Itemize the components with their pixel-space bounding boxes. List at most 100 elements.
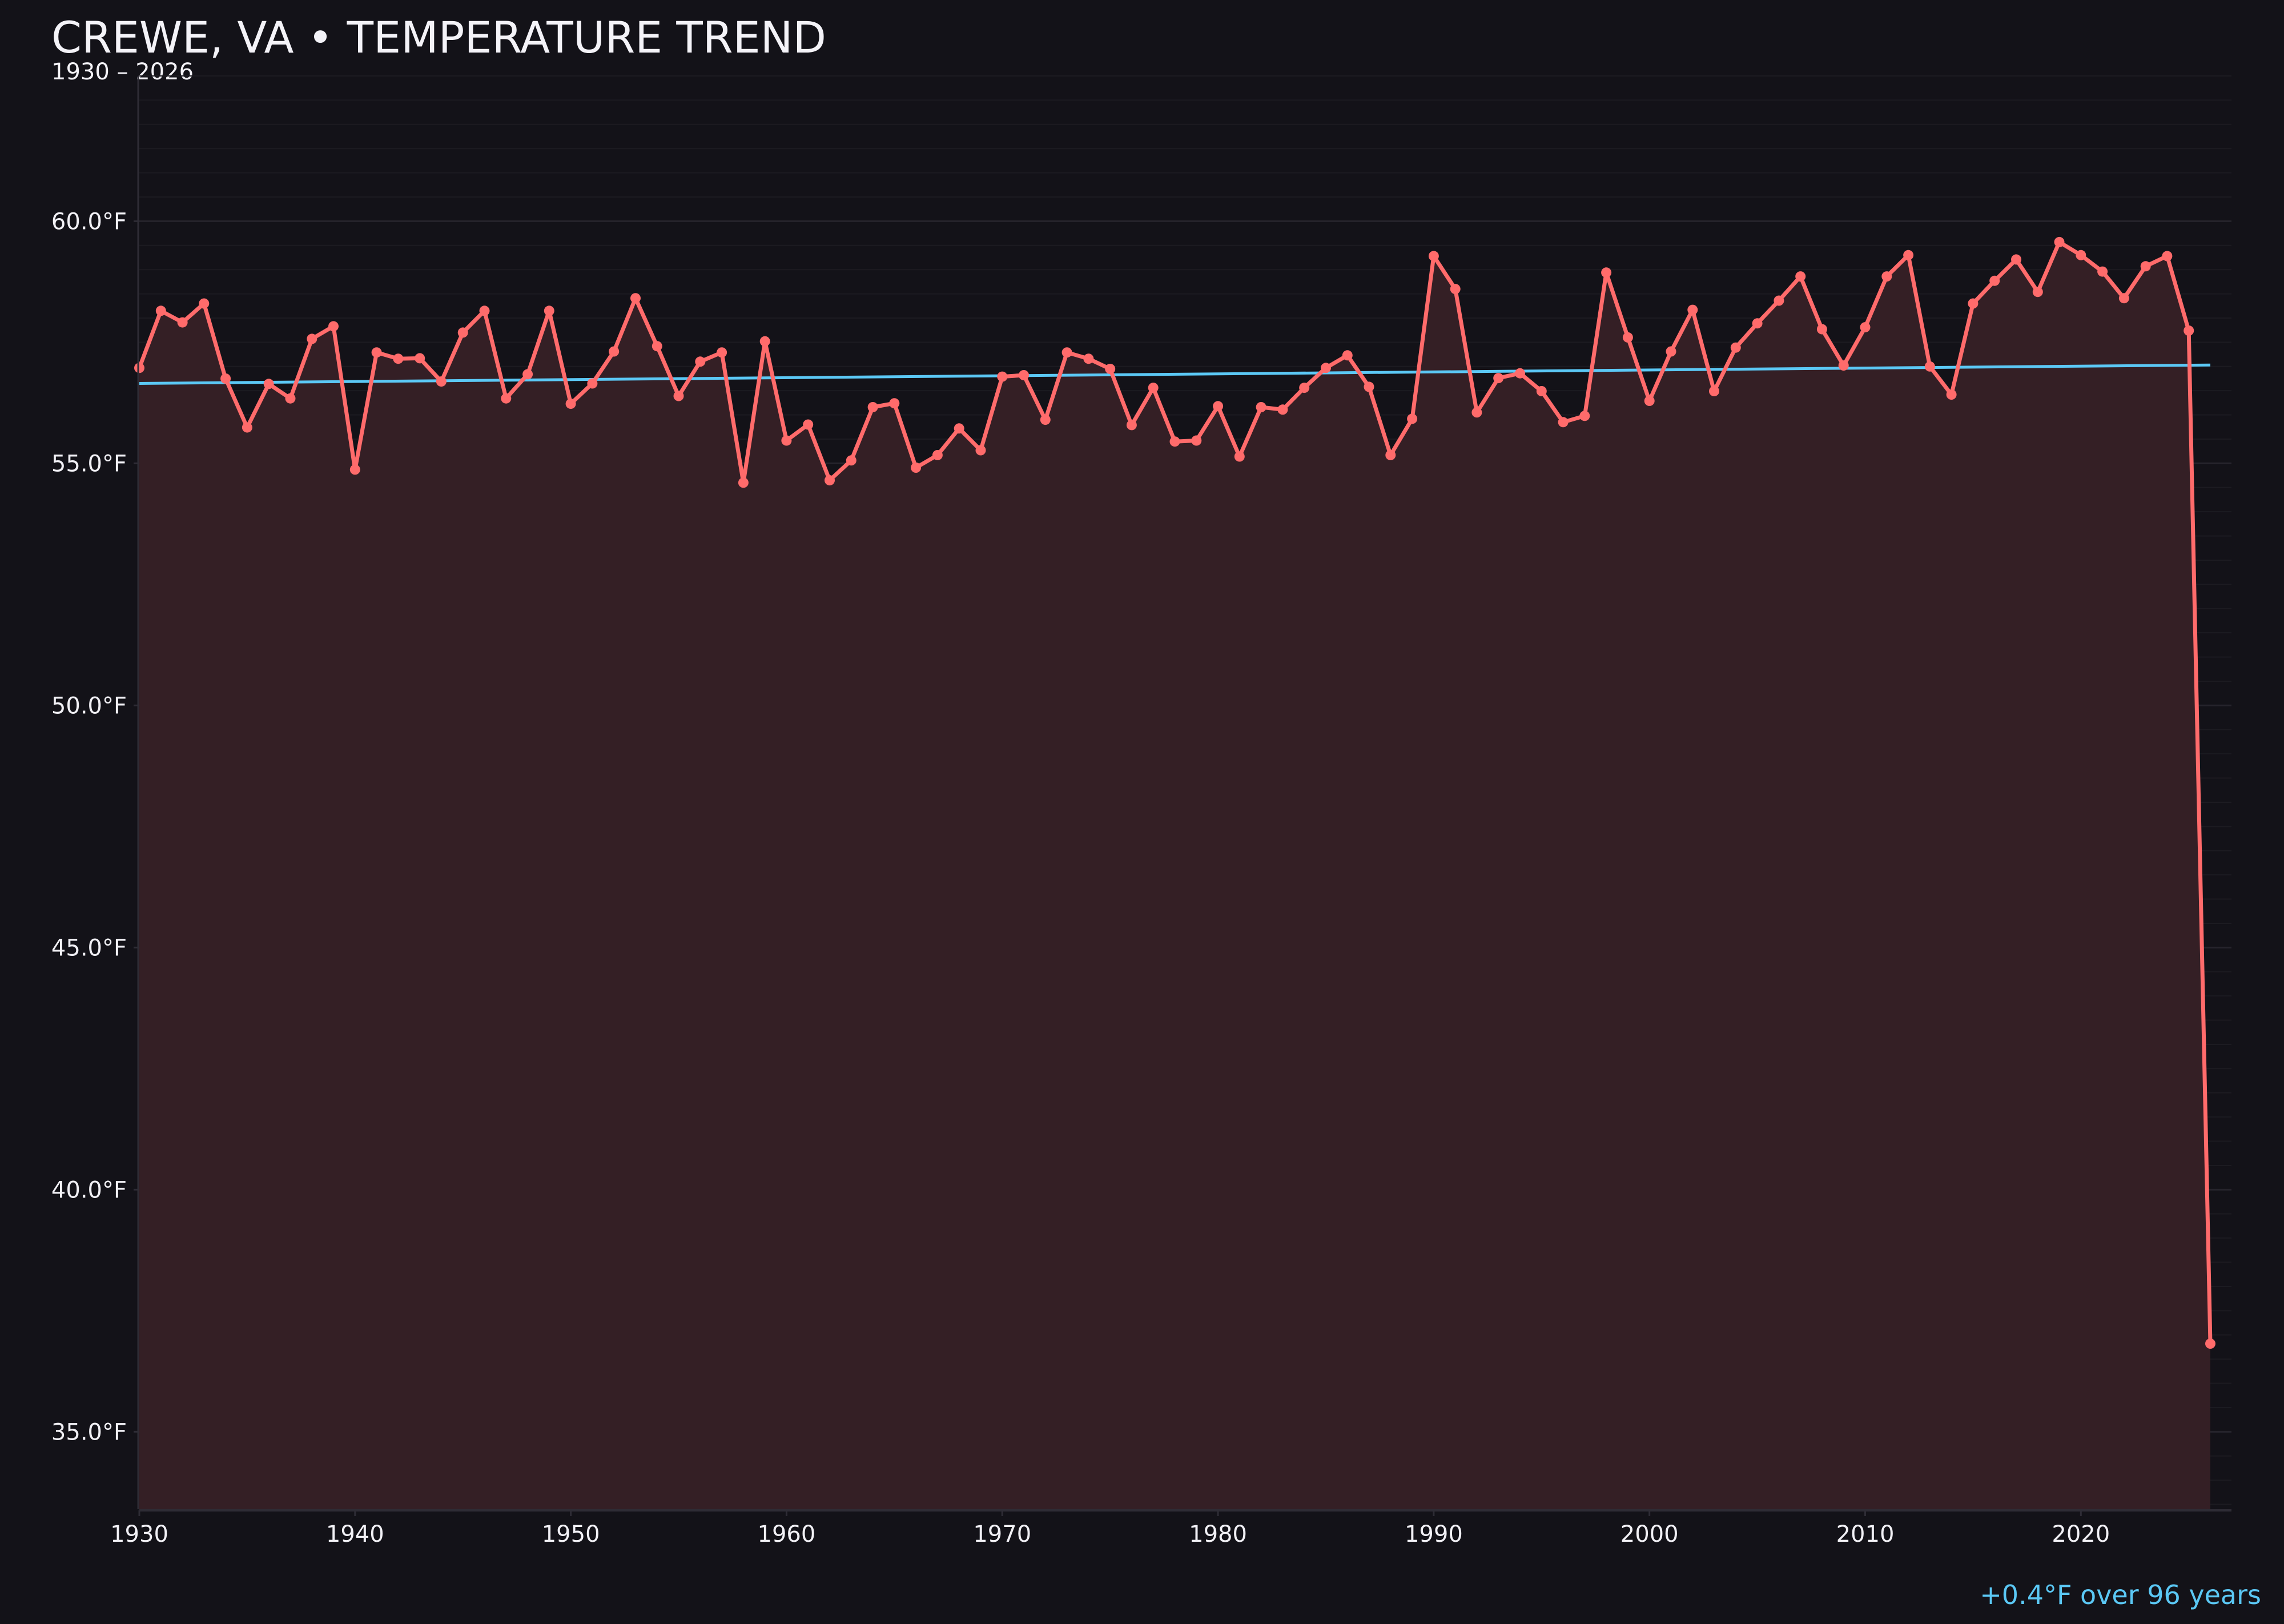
- data-point: [1860, 322, 1871, 333]
- data-point: [759, 336, 770, 347]
- data-point: [1536, 386, 1547, 396]
- data-point: [1191, 435, 1202, 446]
- data-point: [544, 305, 554, 316]
- y-tick-label: 40.0°F: [51, 1177, 127, 1203]
- data-point-markers: [134, 236, 2215, 1349]
- data-point: [1989, 275, 2000, 286]
- data-point: [1968, 298, 1979, 309]
- data-point: [522, 369, 533, 380]
- data-point: [199, 298, 210, 309]
- data-point: [349, 464, 360, 475]
- data-point: [1321, 363, 1331, 373]
- data-point: [479, 305, 490, 316]
- trend-line: [139, 363, 2211, 385]
- y-tick-label: 55.0°F: [51, 451, 127, 477]
- data-point: [1601, 267, 1612, 278]
- data-point: [1213, 401, 1224, 412]
- data-point: [371, 347, 382, 358]
- data-point: [1774, 295, 1784, 306]
- data-point: [2054, 236, 2065, 247]
- trend-summary-annotation: +0.4°F over 96 years: [1980, 1579, 2261, 1610]
- data-point: [2184, 325, 2194, 336]
- data-point: [1903, 250, 1914, 260]
- data-point: [242, 422, 252, 433]
- data-point: [825, 475, 835, 486]
- x-tick-label: 2010: [1836, 1521, 1895, 1547]
- data-point: [177, 317, 188, 328]
- y-tick-label: 50.0°F: [51, 693, 127, 719]
- data-point: [781, 435, 792, 446]
- data-point: [1752, 318, 1763, 329]
- data-point: [1148, 383, 1159, 393]
- data-point: [803, 419, 814, 430]
- data-point: [1622, 332, 1633, 343]
- data-point: [1838, 360, 1849, 371]
- data-point: [1364, 381, 1374, 392]
- data-point: [1493, 373, 1504, 384]
- data-point: [1019, 370, 1029, 380]
- data-point: [285, 393, 296, 404]
- data-point: [220, 373, 231, 384]
- data-point: [1234, 451, 1245, 462]
- data-point: [1687, 304, 1698, 315]
- data-point: [1385, 450, 1396, 460]
- x-axis-labels: 1930 1940 1950 1960 1970 1980 1990 2000 2010 2020: [110, 1521, 2110, 1547]
- data-point: [695, 356, 706, 367]
- x-tick-label: 1970: [973, 1521, 1031, 1547]
- data-point: [975, 445, 986, 456]
- data-point: [1558, 417, 1569, 428]
- chart-subtitle: 1930 – 2026: [51, 59, 194, 85]
- axes: [137, 76, 2231, 1516]
- data-point: [2011, 254, 2021, 265]
- data-point: [1083, 353, 1094, 364]
- x-tick-label: 1960: [758, 1521, 816, 1547]
- data-point: [134, 363, 144, 373]
- data-point: [1644, 396, 1655, 406]
- data-point: [415, 353, 425, 364]
- data-point: [2162, 251, 2173, 262]
- y-axis-labels: 35.0°F 40.0°F 45.0°F 50.0°F 55.0°F 60.0°F: [51, 208, 127, 1445]
- y-tick-label: 45.0°F: [51, 935, 127, 961]
- data-point: [1040, 415, 1051, 425]
- y-tick-label: 60.0°F: [51, 208, 127, 235]
- x-tick-label: 1950: [542, 1521, 600, 1547]
- data-point: [630, 293, 641, 304]
- data-point: [932, 450, 943, 460]
- data-point: [155, 305, 166, 316]
- data-point: [2140, 261, 2151, 272]
- x-tick-label: 2020: [2052, 1521, 2110, 1547]
- chart-title: CREWE, VA • TEMPERATURE TREND: [51, 12, 826, 63]
- data-point: [1881, 271, 1892, 282]
- data-point: [1061, 347, 1072, 358]
- data-point: [609, 346, 620, 357]
- x-tick-label: 1930: [110, 1521, 168, 1547]
- data-point: [889, 398, 900, 409]
- data-point: [1126, 420, 1137, 431]
- data-point: [2118, 293, 2129, 304]
- data-point: [1730, 342, 1741, 353]
- data-point: [997, 371, 1008, 382]
- data-point: [2076, 250, 2086, 260]
- y-tick-label: 35.0°F: [51, 1419, 127, 1445]
- data-point: [1299, 383, 1310, 393]
- data-point: [1105, 364, 1116, 374]
- data-point: [717, 347, 727, 358]
- x-tick-label: 1990: [1405, 1521, 1463, 1547]
- data-point: [911, 463, 922, 473]
- data-point: [673, 391, 684, 401]
- x-tick-label: 1940: [326, 1521, 384, 1547]
- data-point: [738, 477, 749, 488]
- x-tick-label: 1980: [1189, 1521, 1247, 1547]
- data-point: [652, 341, 662, 352]
- data-point: [1579, 411, 1590, 421]
- data-point: [1816, 324, 1827, 335]
- data-point: [1946, 389, 1957, 400]
- data-point: [2205, 1338, 2215, 1349]
- data-point: [565, 399, 576, 409]
- data-point: [1471, 407, 1482, 418]
- data-point: [1450, 284, 1461, 295]
- data-point: [954, 423, 964, 434]
- data-point: [1428, 251, 1439, 262]
- x-tick-label: 2000: [1620, 1521, 1679, 1547]
